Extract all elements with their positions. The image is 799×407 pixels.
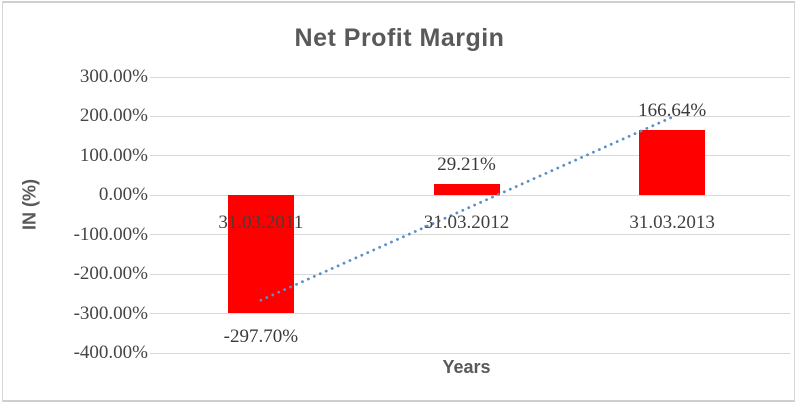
y-axis-tick-label: -200.00%: [73, 263, 148, 285]
gridline: [150, 194, 790, 196]
y-axis-tick-label: 200.00%: [79, 105, 148, 127]
gridline: [150, 234, 790, 236]
bar: [433, 183, 500, 196]
y-axis-title: IN (%): [19, 179, 40, 230]
y-axis-tick-label: 0.00%: [98, 184, 148, 206]
gridline: [150, 313, 790, 315]
data-label: 29.21%: [437, 153, 496, 175]
bar: [227, 195, 294, 313]
y-axis-tick-label: -100.00%: [73, 223, 148, 245]
chart-title: Net Profit Margin: [294, 24, 505, 52]
bar: [639, 129, 706, 196]
gridline: [150, 273, 790, 275]
gridline: [150, 115, 790, 117]
gridline: [150, 76, 790, 78]
plot-area: 31.03.2011 31.03.2012 31.03.2013 -297.70% 2…: [150, 76, 790, 354]
x-axis-category-label: 31.03.2012: [423, 212, 510, 234]
y-axis-tick-label: -300.00%: [73, 302, 148, 324]
gridline: [150, 155, 790, 157]
trendline-path: [259, 115, 674, 302]
y-axis-tick-label: 300.00%: [79, 66, 148, 87]
x-axis-title: Years: [442, 357, 491, 377]
data-label: -297.70%: [223, 325, 299, 347]
x-axis-category-label: 31.03.2013: [629, 212, 715, 234]
x-axis-category-label: 31.03.2011: [218, 212, 304, 234]
gridline: [150, 352, 790, 354]
data-label: 166.64%: [638, 99, 707, 121]
y-axis-tick-label: -400.00%: [73, 342, 148, 363]
y-axis-tick-label: 100.00%: [79, 144, 148, 166]
